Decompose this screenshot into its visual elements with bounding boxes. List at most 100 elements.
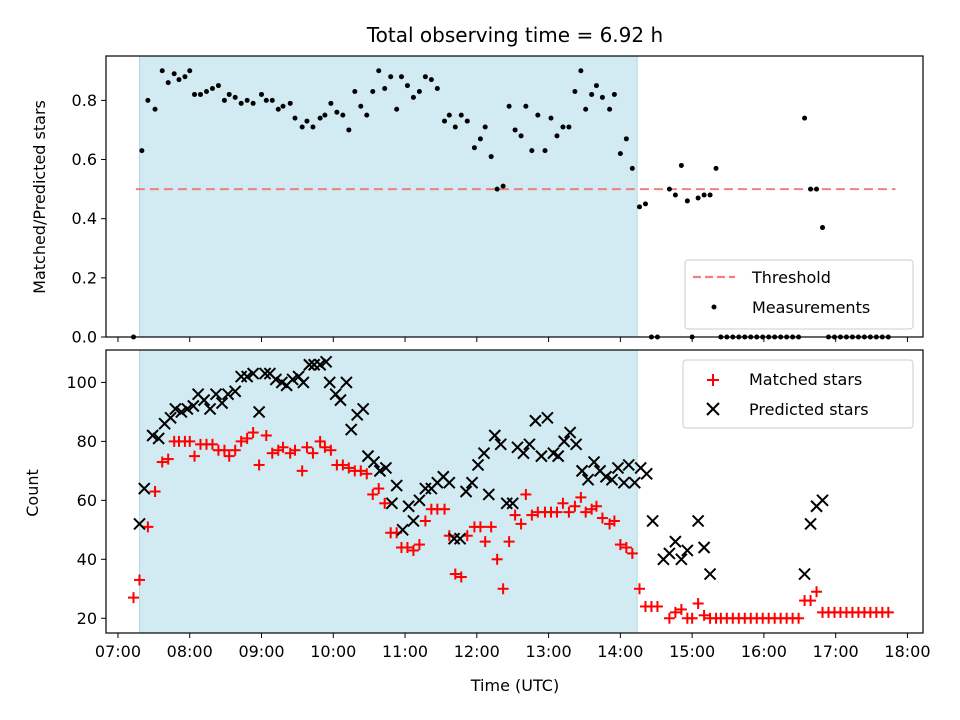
predicted-star-point [482, 488, 495, 501]
matched-star-point [266, 447, 278, 459]
matched-star-point [235, 435, 247, 447]
top-y-ticks: 0.0 0.2 0.4 0.6 0.8 [72, 91, 106, 347]
predicted-star-point [269, 373, 283, 386]
measurement-point [292, 115, 298, 121]
measurement-point [560, 124, 566, 130]
matched-star-point [355, 465, 367, 477]
measurement-point [422, 74, 428, 80]
predicted-star-point [181, 402, 194, 416]
measurement-point [192, 91, 198, 97]
measurement-point [477, 136, 483, 142]
matched-star-point [401, 542, 413, 554]
predicted-star-point [240, 370, 254, 383]
measurement-point [394, 106, 400, 112]
predicted-star-point [816, 494, 829, 507]
predicted-star-point [488, 429, 501, 442]
predicted-star-point [640, 467, 653, 481]
x-tick-label: 09:00 [238, 642, 284, 661]
measurement-point [346, 127, 352, 133]
y-tick-label: 20 [77, 609, 97, 628]
bottom-x-ticks: 07:00 08:00 09:00 10:00 11:00 12:00 13:00 14:00… [95, 633, 931, 661]
bottom-panel: 20 40 60 80 100 07:00 08:00 09:00 10:00 11:00 12:… [23, 349, 931, 695]
measurement-point [159, 68, 165, 74]
measurement-point [244, 97, 250, 103]
measurement-point [304, 118, 310, 124]
measurement-point [334, 109, 340, 115]
y-tick-label: 0.6 [72, 150, 97, 169]
predicted-star-point [396, 523, 409, 537]
predicted-star-point [587, 455, 601, 469]
y-tick-label: 0.2 [72, 268, 97, 287]
measurement-point [322, 112, 328, 118]
matched-star-point [793, 612, 805, 624]
predicted-star-point [197, 393, 211, 407]
x-tick-label: 18:00 [884, 642, 930, 661]
y-tick-label: 40 [77, 550, 97, 569]
measurement-point [701, 192, 707, 198]
bottom-axes-frame [105, 349, 924, 634]
measurement-point [238, 100, 244, 106]
legend-matched-swatch [707, 374, 719, 386]
predicted-star-point [523, 438, 536, 451]
measurement-point [529, 148, 535, 154]
y-tick-label: 100 [66, 373, 97, 392]
top-y-axis-label: Matched/Predicted stars [30, 100, 49, 294]
measurement-point [215, 83, 221, 89]
predicted-star-point [228, 385, 242, 398]
predicted-star-point [146, 429, 159, 442]
measurement-point [310, 124, 316, 130]
predicted-star-point [303, 358, 316, 371]
measurement-point [263, 97, 269, 103]
matched-star-point [497, 583, 509, 595]
x-tick-label: 16:00 [741, 642, 787, 661]
predicted-star-point [459, 485, 473, 498]
matched-star-point [413, 539, 425, 551]
matched-star-point [551, 506, 563, 518]
matched-star-point [596, 512, 608, 524]
predicted-star-point [402, 500, 415, 513]
matched-star-point [608, 515, 620, 527]
predicted-star-point [252, 405, 266, 419]
predicted-star-point [175, 405, 188, 419]
measurement-point [250, 100, 256, 106]
measurement-point [165, 80, 171, 86]
predicted-star-point [133, 517, 146, 531]
matched-star-point [156, 456, 168, 468]
predicted-points [133, 355, 829, 581]
predicted-star-point [367, 455, 381, 469]
predicted-star-point [169, 402, 182, 416]
x-tick-label: 10:00 [310, 642, 356, 661]
matched-star-point [296, 465, 308, 477]
predicted-star-point [373, 464, 387, 478]
measurement-point [464, 118, 470, 124]
predicted-star-point [413, 494, 426, 507]
measurement-point [713, 165, 719, 171]
measurement-point [404, 83, 410, 89]
measurement-point [506, 103, 512, 109]
matched-star-point [319, 441, 331, 453]
measurement-point [820, 225, 826, 231]
top-panel: 0.00.20.40.60.8 Matched/Predicted stars … [30, 55, 924, 347]
predicted-star-point [703, 567, 717, 581]
top-shaded-span [138, 55, 638, 338]
matched-star-point [379, 497, 391, 509]
x-axis-label: Time (UTC) [470, 676, 559, 695]
matched-star-point [361, 468, 373, 480]
matched-star-point [277, 441, 289, 453]
predicted-star-point [575, 464, 589, 478]
measurement-point [471, 145, 477, 151]
matched-star-point [590, 500, 602, 512]
matched-star-point [455, 571, 467, 583]
matched-star-point [128, 592, 140, 604]
matched-star-point [162, 453, 174, 465]
predicted-star-point [407, 514, 420, 528]
matched-star-point [569, 500, 581, 512]
y-tick-label: 0.8 [72, 91, 97, 110]
measurement-point [171, 71, 177, 77]
matched-star-point [189, 450, 201, 462]
measurement-point [512, 127, 518, 133]
predicted-star-point [669, 535, 682, 548]
bottom-legend: Matched stars Predicted stars [682, 359, 914, 429]
matched-star-point [223, 450, 235, 462]
